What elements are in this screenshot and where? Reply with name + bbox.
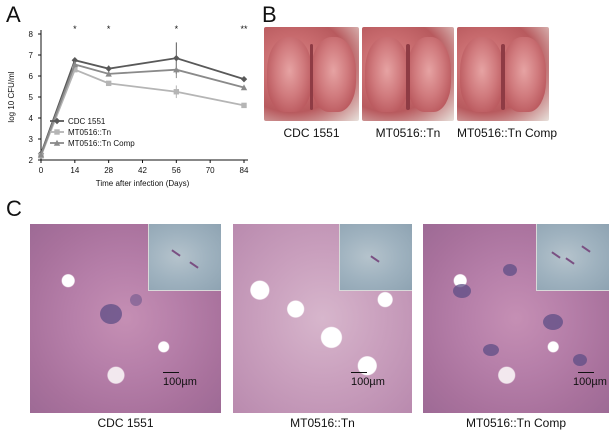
lung-photo-cdc1551 <box>264 27 359 121</box>
significance-mark: * <box>73 24 77 34</box>
afb-inset-cdc1551 <box>148 224 221 291</box>
afb-inset-mt0516-tn <box>339 224 412 291</box>
scale-label-mt0516-tn: 100µm <box>351 376 385 388</box>
legend-label: CDC 1551 <box>68 117 106 126</box>
data-point <box>240 84 248 91</box>
data-point <box>105 65 112 72</box>
x-tick-label: 56 <box>172 166 181 175</box>
lung-photo-mt0516-tn-comp <box>457 27 549 121</box>
scale-bar-mt0516-tn <box>351 372 367 373</box>
y-tick-label: 4 <box>29 114 34 123</box>
y-tick-label: 6 <box>29 72 34 81</box>
y-tick-label: 8 <box>29 30 34 39</box>
x-tick-label: 14 <box>70 166 79 175</box>
histology-label-mt0516-tn: MT0516::Tn <box>290 416 355 430</box>
panel-label-b: B <box>262 2 277 27</box>
panel-label-a: A <box>6 2 21 27</box>
y-axis-label: log 10 CFU/ml <box>7 71 16 122</box>
data-point <box>71 57 79 64</box>
y-tick-label: 3 <box>29 135 34 144</box>
data-point <box>173 54 180 62</box>
x-tick-label: 70 <box>206 166 215 175</box>
lung-label-mt0516-tn: MT0516::Tn <box>375 126 441 140</box>
scale-label-mt0516-tn-comp: 100µm <box>573 376 607 388</box>
afb-inset-mt0516-tn-comp <box>536 224 609 291</box>
y-tick-label: 5 <box>29 93 34 102</box>
histology-label-cdc1551: CDC 1551 <box>97 416 154 430</box>
panel-label-c: C <box>6 196 22 221</box>
data-point <box>241 102 247 109</box>
data-point <box>105 70 112 77</box>
x-tick-label: 42 <box>138 166 147 175</box>
lung-photo-mt0516-tn <box>362 27 454 121</box>
data-point <box>173 66 180 73</box>
legend-marker <box>54 129 60 135</box>
legend-label: MT0516::Tn <box>68 128 111 137</box>
data-point <box>37 151 45 158</box>
histology-image-mt0516-tn: 100µm <box>233 224 412 413</box>
scale-bar-cdc1551 <box>163 372 179 373</box>
x-axis-label: Time after infection (Days) <box>96 179 190 188</box>
legend-marker <box>53 117 61 125</box>
legend-label: MT0516::Tn Comp <box>68 139 135 148</box>
histology-image-cdc1551: 100µm <box>30 224 221 413</box>
lung-label-cdc1551: CDC 1551 <box>283 126 340 140</box>
significance-mark: * <box>175 24 179 34</box>
x-tick-label: 28 <box>104 166 113 175</box>
data-point <box>105 80 112 87</box>
lung-label-mt0516-tn-comp: MT0516::Tn Comp <box>456 126 558 140</box>
data-point <box>173 89 180 95</box>
significance-mark: ** <box>240 24 248 34</box>
x-tick-label: 84 <box>240 166 249 175</box>
scale-bar-mt0516-tn-comp <box>578 372 594 373</box>
significance-mark: * <box>107 24 111 34</box>
data-point <box>240 75 248 83</box>
scale-label-cdc1551: 100µm <box>163 376 197 388</box>
legend-marker <box>53 139 61 146</box>
histology-label-mt0516-tn-comp: MT0516::Tn Comp <box>465 416 567 430</box>
y-tick-label: 7 <box>29 51 34 60</box>
x-tick-label: 0 <box>39 166 44 175</box>
histology-image-mt0516-tn-comp: 100µm <box>423 224 609 413</box>
y-tick-label: 2 <box>29 156 34 165</box>
data-point <box>71 61 79 68</box>
data-point <box>72 67 78 73</box>
